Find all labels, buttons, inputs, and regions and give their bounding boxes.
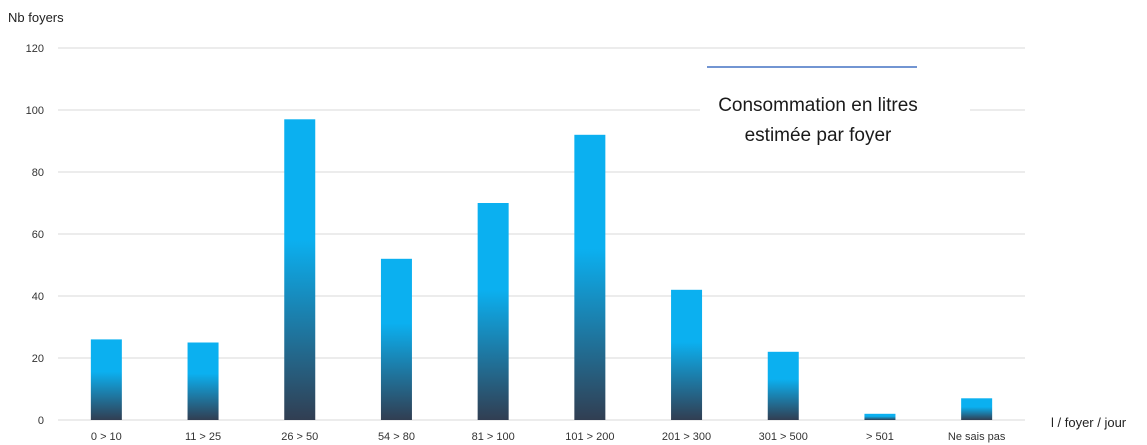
x-tick-label: 0 > 10 [91, 431, 122, 443]
x-tick-label: 81 > 100 [472, 431, 515, 443]
y-tick-label: 100 [26, 105, 44, 117]
x-tick-label: 26 > 50 [281, 431, 318, 443]
y-tick-label: 60 [32, 229, 44, 241]
y-tick-label: 20 [32, 353, 44, 365]
bar [864, 413, 896, 420]
y-tick-label: 0 [38, 415, 44, 427]
bar [574, 134, 606, 421]
y-axis-title: Nb foyers [8, 10, 64, 25]
bar [961, 398, 993, 420]
legend-label-line-2: estimée par foyer [745, 125, 892, 146]
bar [477, 203, 509, 420]
x-tick-label: 54 > 80 [378, 431, 415, 443]
y-tick-label: 40 [32, 291, 44, 303]
gridlines [58, 47, 1025, 421]
bar [380, 258, 412, 420]
y-tick-label: 80 [32, 167, 44, 179]
x-tick-label: 11 > 25 [185, 431, 221, 443]
bars [90, 119, 993, 421]
x-tick-label: Ne sais pas [948, 431, 1006, 443]
bar [187, 342, 219, 420]
bar [284, 119, 316, 421]
bar [767, 351, 799, 420]
x-axis-title: l / foyer / jour [1051, 415, 1127, 430]
x-tick-label: 301 > 500 [759, 431, 808, 443]
x-tick-label: 101 > 200 [565, 431, 614, 443]
bar [90, 339, 122, 420]
legend-label-line-1: Consommation en litres [718, 95, 918, 116]
bar [671, 289, 703, 420]
x-tick-label: 201 > 300 [662, 431, 711, 443]
legend: Consommation en litres estimée par foyer [700, 66, 970, 160]
x-tick-label: > 501 [866, 431, 894, 443]
y-tick-label: 120 [26, 43, 44, 55]
x-axis-ticks: 0 > 10 11 > 25 26 > 50 54 > 80 81 > 100 101 >… [91, 431, 1006, 443]
y-axis-ticks: 0 20 40 60 80 100 120 [26, 43, 44, 427]
